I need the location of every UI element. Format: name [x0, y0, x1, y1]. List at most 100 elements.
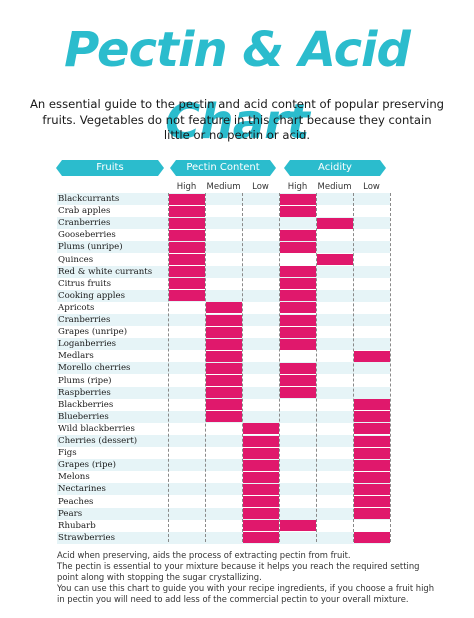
- column-divider: [205, 193, 206, 542]
- table-row: [57, 217, 390, 230]
- acid-mark: [280, 302, 316, 314]
- fruit-name: Cranberries: [58, 315, 111, 325]
- pectin-mark: [243, 520, 279, 532]
- fruit-name: Gooseberries: [58, 230, 116, 241]
- fruit-name: Cherries (dessert): [58, 436, 138, 446]
- pectin-mark: [206, 387, 242, 399]
- pectin-low-label: Low: [252, 182, 269, 192]
- footer-notes: Acid when preserving, aids the process o…: [57, 550, 437, 605]
- fruit-name: Raspberries: [58, 387, 111, 398]
- column-divider: [168, 193, 169, 542]
- pectin-mark: [169, 193, 205, 205]
- pectin-mark: [206, 326, 242, 338]
- pectin-mark: [169, 278, 205, 290]
- fruit-name: Loganberries: [58, 339, 117, 350]
- pectin-mark: [206, 362, 242, 374]
- fruit-name: Plums (unripe): [58, 242, 123, 253]
- column-divider: [242, 193, 243, 542]
- column-divider: [353, 193, 354, 542]
- acid-mark: [354, 435, 390, 447]
- footer-line: You can use this chart to guide you with…: [57, 583, 435, 604]
- pectin-mark: [243, 447, 279, 459]
- pectin-mark: [206, 314, 242, 326]
- fruit-name: Blackcurrants: [58, 194, 120, 204]
- fruit-name: Grapes (unripe): [58, 327, 128, 338]
- acid-mark: [354, 399, 390, 411]
- header-acidity: Acidity: [284, 160, 386, 176]
- acid-mark: [354, 532, 390, 544]
- pectin-medium-label: Medium: [206, 182, 241, 192]
- pectin-mark: [206, 375, 242, 386]
- pectin-mark: [169, 241, 205, 253]
- acid-mark: [354, 423, 390, 435]
- pectin-mark: [169, 205, 205, 217]
- acid-mark: [280, 241, 316, 253]
- fruit-name: Citrus fruits: [58, 278, 111, 289]
- footer-line: Acid when preserving, aids the process o…: [57, 550, 351, 560]
- pectin-mark: [169, 229, 205, 241]
- acid-low-label: Low: [363, 182, 380, 192]
- acid-mark: [280, 193, 316, 205]
- acid-mark: [354, 496, 390, 507]
- pectin-mark: [243, 483, 279, 495]
- pectin-mark: [206, 350, 242, 362]
- fruit-name: Peaches: [58, 496, 94, 507]
- acid-mark: [280, 229, 316, 241]
- fruit-name: Apricots: [58, 302, 95, 313]
- header-pectin: Pectin Content: [170, 160, 276, 176]
- acid-mark: [280, 266, 316, 278]
- acid-mark: [354, 350, 390, 362]
- fruit-name: Rhubarb: [58, 520, 96, 531]
- acid-mark: [280, 362, 316, 374]
- table-row: [57, 422, 390, 435]
- fruit-name: Morello cherries: [58, 363, 131, 374]
- acid-mark: [317, 217, 353, 229]
- acid-mark: [354, 447, 390, 459]
- footer-line: The pectin is essential to your mixture …: [57, 561, 420, 582]
- fruit-name: Pears: [58, 508, 83, 519]
- pectin-mark: [206, 411, 242, 423]
- acid-mark: [280, 326, 316, 338]
- acid-mark: [280, 387, 316, 399]
- acid-high-label: High: [287, 182, 308, 192]
- acid-mark: [280, 520, 316, 532]
- acid-mark: [280, 278, 316, 290]
- acid-mark: [354, 471, 390, 483]
- pectin-mark: [243, 459, 279, 471]
- header-fruits: Fruits: [56, 160, 164, 176]
- fruit-name: Wild blackberries: [58, 423, 135, 434]
- pectin-high-label: High: [176, 182, 197, 192]
- table-row: [57, 531, 390, 544]
- pectin-mark: [243, 496, 279, 507]
- fruit-name: Medlars: [58, 351, 94, 362]
- fruit-name: Quinces: [58, 254, 94, 265]
- acid-mark: [280, 314, 316, 326]
- pectin-mark: [206, 399, 242, 411]
- pectin-mark: [169, 290, 205, 302]
- acid-mark: [354, 483, 390, 495]
- acid-mark: [280, 205, 316, 217]
- pectin-mark: [169, 266, 205, 278]
- pectin-mark: [243, 423, 279, 435]
- table-row: [57, 483, 390, 496]
- pectin-mark: [243, 508, 279, 520]
- acid-mark: [354, 411, 390, 423]
- table-row: [57, 447, 390, 460]
- table-row: [57, 495, 390, 508]
- pectin-mark: [169, 254, 205, 265]
- acid-mark: [280, 338, 316, 350]
- table-row: [57, 435, 390, 448]
- column-divider: [390, 193, 391, 542]
- fruit-name: Crab apples: [58, 206, 111, 217]
- fruit-name: Melons: [58, 472, 90, 483]
- fruit-name: Red & white currants: [58, 266, 153, 277]
- table-row: [57, 507, 390, 520]
- pectin-mark: [206, 302, 242, 314]
- fruit-name: Plums (ripe): [58, 375, 112, 386]
- fruit-name: Cooking apples: [58, 290, 126, 301]
- acid-mark: [354, 508, 390, 520]
- fruit-name: Nectarines: [58, 484, 106, 495]
- fruit-name: Cranberries: [58, 218, 111, 229]
- fruit-name: Blueberries: [58, 411, 109, 422]
- pectin-mark: [243, 532, 279, 544]
